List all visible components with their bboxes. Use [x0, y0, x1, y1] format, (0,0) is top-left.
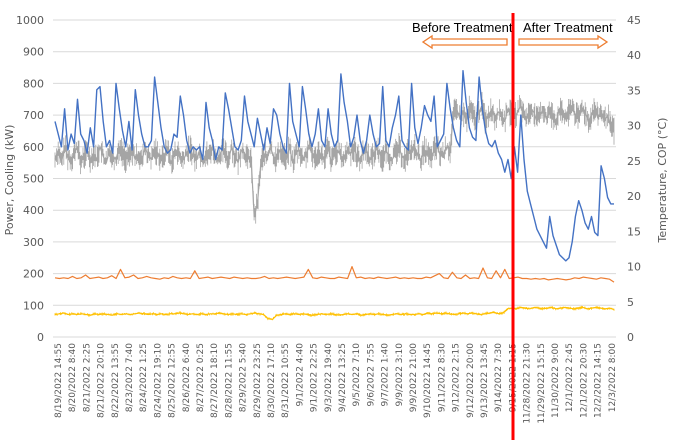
after-treatment-label: After Treatment — [523, 20, 613, 35]
y2-tick-label: 25 — [627, 155, 641, 168]
series-line-temperature-c — [54, 266, 615, 283]
y-tick-label: 1000 — [16, 14, 44, 27]
after-arrow — [518, 34, 609, 50]
x-tick-label: 9/11/2022 8:30 — [437, 343, 447, 412]
y2-tick-label: 20 — [627, 190, 641, 203]
x-tick-label: 8/27/2022 18:10 — [210, 343, 220, 418]
series-line-cop — [54, 306, 615, 320]
x-tick-label: 9/9/2022 21:00 — [409, 343, 419, 412]
y2-tick-label: 45 — [627, 14, 641, 27]
x-tick-label: 8/22/2022 13:55 — [111, 343, 121, 418]
x-tick-label: 8/19/2022 14:55 — [54, 343, 64, 418]
right-axis-label: Temperature, COP (°C) — [656, 118, 669, 244]
x-tick-label: 9/6/2022 7:55 — [366, 343, 376, 407]
x-tick-label: 12/3/2022 8:00 — [608, 343, 618, 412]
y-tick-label: 400 — [23, 204, 44, 217]
y2-tick-label: 15 — [627, 225, 641, 238]
x-tick-label: 8/30/2022 17:10 — [267, 343, 277, 418]
x-tick-label: 8/29/2022 5:40 — [239, 343, 249, 412]
x-tick-label: 8/27/2022 0:25 — [196, 343, 206, 412]
x-tick-label: 8/21/2022 20:10 — [97, 343, 107, 418]
right-axis-ticks: 0 5 10 15 20 25 30 35 40 45 — [627, 14, 641, 344]
x-tick-label: 11/29/2022 15:15 — [537, 343, 547, 424]
x-tick-label: 12/2/2022 14:15 — [594, 343, 604, 418]
x-tick-label: 8/24/2022 1:25 — [139, 343, 149, 412]
series-lines — [54, 70, 615, 321]
x-tick-label: 9/14/2022 7:30 — [494, 343, 504, 412]
x-tick-label: 9/10/2022 14:45 — [423, 343, 433, 418]
y-tick-label: 900 — [23, 46, 44, 59]
y2-tick-label: 5 — [627, 296, 634, 309]
x-tick-label: 12/1/2022 2:45 — [565, 343, 575, 412]
y-tick-label: 700 — [23, 109, 44, 122]
x-tick-label: 9/9/2022 3:10 — [395, 343, 405, 407]
x-tick-label: 8/28/2022 11:55 — [224, 343, 234, 418]
before-treatment-label: Before Treatment — [412, 20, 513, 35]
y2-tick-label: 40 — [627, 49, 641, 62]
before-arrow — [421, 34, 508, 50]
x-tick-label: 8/23/2022 7:40 — [125, 343, 135, 412]
series-line-power-kw — [54, 105, 615, 218]
x-tick-label: 9/1/2022 4:40 — [295, 343, 305, 407]
y2-tick-label: 30 — [627, 120, 641, 133]
x-tick-label: 8/21/2022 2:25 — [82, 343, 92, 412]
y2-tick-label: 0 — [627, 331, 634, 344]
x-tick-label: 9/5/2022 7:10 — [352, 343, 362, 407]
y-tick-label: 0 — [37, 331, 44, 344]
x-tick-label: 8/25/2022 12:55 — [168, 343, 178, 418]
x-tick-label: 8/24/2022 19:10 — [153, 343, 163, 418]
y-tick-label: 600 — [23, 141, 44, 154]
x-tick-label: 8/20/2022 8:40 — [68, 343, 78, 412]
x-axis-ticks: 8/19/2022 14:55 8/20/2022 8:40 8/21/2022 2… — [54, 343, 618, 424]
y2-tick-label: 10 — [627, 261, 641, 274]
gridlines — [53, 19, 616, 338]
series-line-cooling-kw — [54, 70, 614, 262]
y-tick-label: 100 — [23, 299, 44, 312]
y-tick-label: 800 — [23, 77, 44, 90]
y2-tick-label: 35 — [627, 84, 641, 97]
x-tick-label: 8/29/2022 23:25 — [253, 343, 263, 418]
x-tick-label: 9/1/2022 22:25 — [310, 343, 320, 412]
x-tick-label: 9/4/2022 13:25 — [338, 343, 348, 412]
x-tick-label: 9/13/2022 13:45 — [480, 343, 490, 418]
y-tick-label: 200 — [23, 268, 44, 281]
y-tick-label: 300 — [23, 236, 44, 249]
x-tick-label: 9/12/2022 20:00 — [466, 343, 476, 418]
x-tick-label: 8/31/2022 10:55 — [281, 343, 291, 418]
left-axis-ticks: 0 100 200 300 400 500 600 700 800 900 1000 — [16, 14, 44, 344]
x-tick-label: 11/30/2022 9:00 — [551, 343, 561, 418]
y-tick-label: 500 — [23, 173, 44, 186]
x-tick-label: 12/1/2022 20:30 — [579, 343, 589, 418]
x-tick-label: 9/7/2022 1:40 — [381, 343, 391, 407]
x-tick-label: 11/28/2022 21:30 — [523, 343, 533, 424]
x-tick-label: 8/26/2022 6:40 — [182, 343, 192, 412]
x-tick-label: 9/12/2022 2:15 — [452, 343, 462, 412]
series-noise-cop — [54, 305, 615, 321]
x-tick-label: 9/3/2022 19:40 — [324, 343, 334, 412]
left-axis-label: Power, Cooling (kW) — [3, 125, 16, 236]
